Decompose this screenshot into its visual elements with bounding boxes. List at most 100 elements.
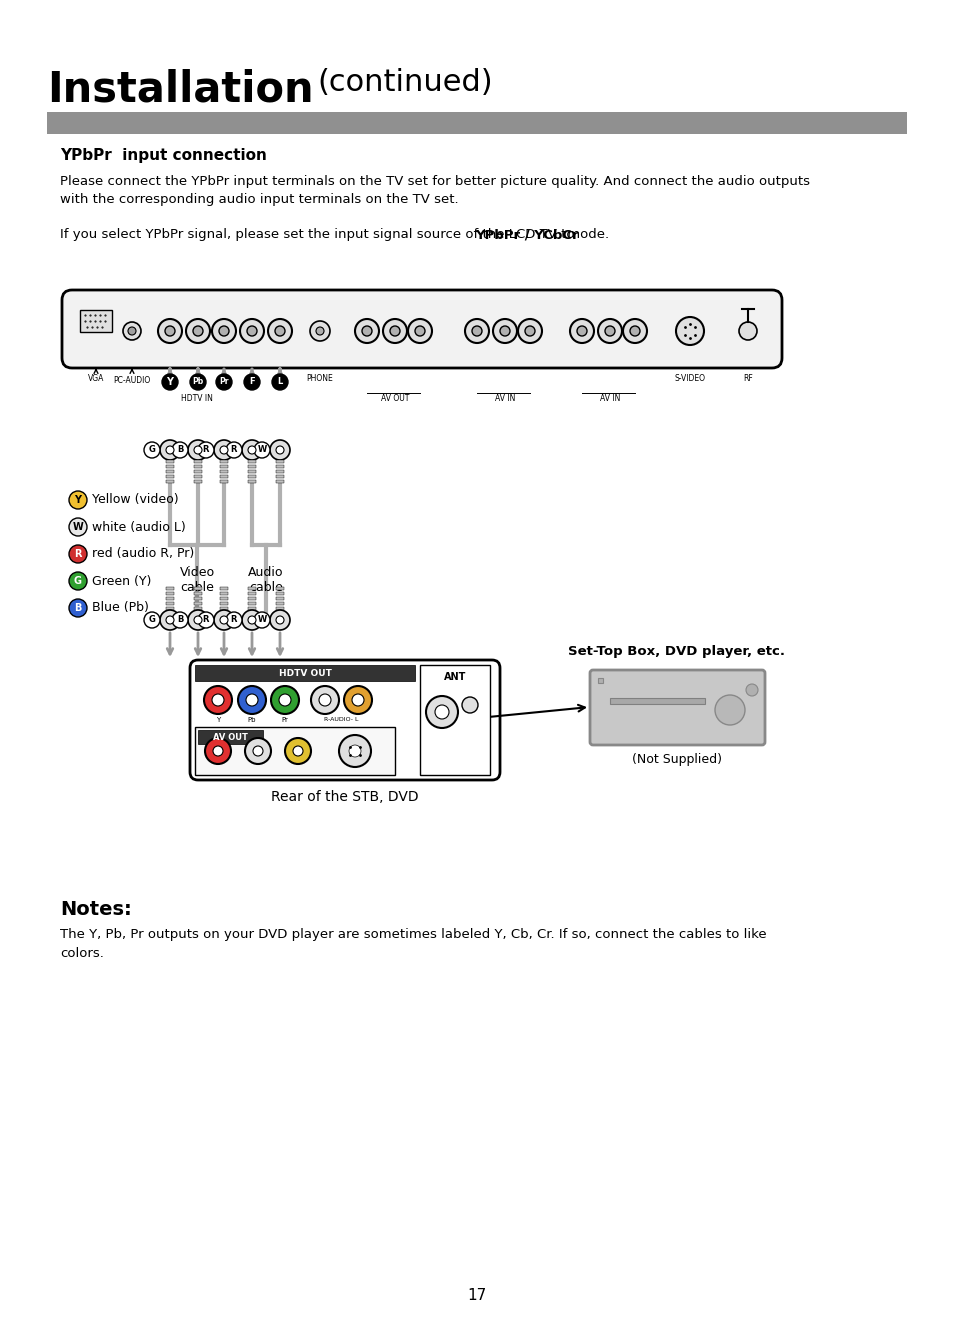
Bar bbox=[248, 470, 255, 473]
Circle shape bbox=[577, 326, 586, 336]
Circle shape bbox=[382, 318, 407, 344]
Circle shape bbox=[253, 746, 263, 757]
Circle shape bbox=[219, 326, 229, 336]
Text: 17: 17 bbox=[467, 1288, 486, 1303]
Bar bbox=[248, 480, 255, 484]
Bar bbox=[609, 698, 704, 705]
Text: AV IN: AV IN bbox=[599, 394, 619, 404]
Circle shape bbox=[499, 326, 510, 336]
Bar bbox=[193, 597, 202, 599]
Text: YPbPr / YCbCr: YPbPr / YCbCr bbox=[475, 228, 578, 241]
Circle shape bbox=[213, 746, 223, 757]
Bar bbox=[220, 480, 228, 484]
Circle shape bbox=[166, 446, 173, 454]
Text: Set-Top Box, DVD player, etc.: Set-Top Box, DVD player, etc. bbox=[568, 645, 784, 658]
Bar bbox=[193, 607, 202, 610]
Bar bbox=[275, 607, 284, 610]
Bar bbox=[419, 665, 490, 775]
Circle shape bbox=[274, 326, 285, 336]
Circle shape bbox=[629, 326, 639, 336]
Circle shape bbox=[246, 694, 257, 706]
Circle shape bbox=[493, 318, 517, 344]
Bar bbox=[166, 470, 173, 473]
Text: Green (Y): Green (Y) bbox=[91, 574, 152, 587]
Text: B: B bbox=[176, 615, 183, 625]
Text: Y: Y bbox=[74, 496, 81, 505]
Circle shape bbox=[158, 318, 182, 344]
FancyBboxPatch shape bbox=[190, 659, 499, 781]
Text: mode.: mode. bbox=[562, 228, 608, 241]
Bar bbox=[220, 465, 228, 468]
Bar bbox=[220, 587, 228, 590]
Bar bbox=[248, 587, 255, 590]
Text: S-VIDEO: S-VIDEO bbox=[343, 767, 366, 773]
Bar bbox=[193, 591, 202, 595]
Text: Blue (Pb): Blue (Pb) bbox=[91, 602, 149, 614]
Circle shape bbox=[193, 446, 202, 454]
Text: Notes:: Notes: bbox=[60, 900, 132, 919]
Circle shape bbox=[198, 611, 213, 627]
Circle shape bbox=[205, 738, 231, 765]
Circle shape bbox=[352, 694, 364, 706]
Circle shape bbox=[253, 611, 270, 627]
Circle shape bbox=[338, 735, 371, 767]
Text: G: G bbox=[149, 445, 155, 454]
Circle shape bbox=[464, 318, 489, 344]
Circle shape bbox=[361, 326, 372, 336]
Circle shape bbox=[244, 374, 260, 390]
Bar bbox=[193, 480, 202, 484]
Circle shape bbox=[270, 440, 290, 460]
Bar bbox=[80, 310, 112, 332]
Bar bbox=[220, 476, 228, 478]
Circle shape bbox=[247, 326, 256, 336]
Circle shape bbox=[213, 440, 233, 460]
Text: S-VIDEO: S-VIDEO bbox=[674, 374, 705, 384]
Text: R: R bbox=[231, 615, 237, 625]
Bar bbox=[220, 470, 228, 473]
Text: HDTV IN: HDTV IN bbox=[181, 394, 213, 404]
Bar bbox=[166, 587, 173, 590]
Circle shape bbox=[426, 697, 457, 729]
Text: (Not Supplied): (Not Supplied) bbox=[631, 753, 721, 766]
Circle shape bbox=[242, 610, 262, 630]
Bar bbox=[194, 665, 415, 681]
Circle shape bbox=[193, 615, 202, 623]
Circle shape bbox=[293, 746, 303, 757]
Circle shape bbox=[344, 686, 372, 714]
Circle shape bbox=[390, 326, 399, 336]
Circle shape bbox=[212, 694, 224, 706]
Text: VGA: VGA bbox=[88, 374, 104, 384]
Text: Yellow (video): Yellow (video) bbox=[91, 493, 178, 506]
Circle shape bbox=[598, 318, 621, 344]
Text: Pr: Pr bbox=[219, 377, 229, 386]
Circle shape bbox=[355, 318, 378, 344]
Bar bbox=[248, 460, 255, 464]
Circle shape bbox=[166, 615, 173, 623]
Text: Pr: Pr bbox=[281, 717, 288, 723]
Text: If you select YPbPr signal, please set the input signal source of the LCD TV to: If you select YPbPr signal, please set t… bbox=[60, 228, 578, 241]
Circle shape bbox=[248, 446, 255, 454]
Text: Installation: Installation bbox=[47, 68, 314, 111]
Text: R: R bbox=[203, 615, 209, 625]
Bar bbox=[275, 587, 284, 590]
Circle shape bbox=[186, 318, 210, 344]
Text: AV OUT: AV OUT bbox=[213, 733, 247, 742]
Circle shape bbox=[215, 374, 232, 390]
Text: Audio
cable: Audio cable bbox=[248, 566, 283, 594]
Text: AUDIO: AUDIO bbox=[459, 717, 479, 722]
Circle shape bbox=[188, 440, 208, 460]
Bar bbox=[194, 727, 395, 775]
Bar bbox=[193, 602, 202, 605]
Bar bbox=[598, 678, 602, 683]
Bar bbox=[275, 591, 284, 595]
Circle shape bbox=[435, 705, 449, 719]
Bar bbox=[193, 465, 202, 468]
Circle shape bbox=[315, 326, 324, 336]
Text: G: G bbox=[149, 615, 155, 625]
Bar bbox=[193, 470, 202, 473]
FancyBboxPatch shape bbox=[589, 670, 764, 745]
Circle shape bbox=[310, 321, 330, 341]
Circle shape bbox=[165, 326, 174, 336]
Circle shape bbox=[245, 738, 271, 765]
Circle shape bbox=[275, 615, 284, 623]
